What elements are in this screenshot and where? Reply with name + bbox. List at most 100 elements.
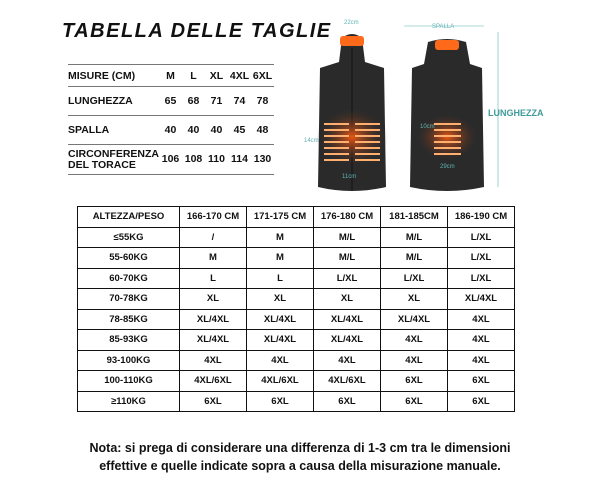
size-cell: 4XL/6XL [246, 370, 314, 392]
note: Nota: si prega di considerare una differ… [0, 439, 600, 475]
measurement-value: 71 [205, 86, 228, 116]
weight-label: 55-60KG [77, 247, 180, 269]
measurements-row: SPALLA 40 40 40 45 48 [68, 115, 274, 145]
size-cell: 4XL [313, 349, 381, 371]
measurement-value: 45 [228, 115, 251, 145]
weight-label: ≥110KG [77, 390, 180, 412]
weight-label: 100-110KG [77, 370, 180, 392]
column-header: 171-175 CM [246, 206, 314, 228]
weight-label: 93-100KG [77, 349, 180, 371]
weight-label: 60-70KG [77, 267, 180, 289]
back-height-dimension: 10cm [420, 124, 435, 130]
size-cell: XL/4XL [447, 288, 515, 310]
back-collar-heater [435, 40, 459, 50]
front-width-dimension: 11cm [342, 174, 356, 180]
size-header: 6XL [251, 64, 274, 87]
size-cell: 6XL [447, 370, 515, 392]
size-cell: M/L [380, 226, 448, 248]
size-cell: 4XL [447, 308, 515, 330]
measurement-value: 40 [159, 115, 182, 145]
size-cell: M [246, 226, 314, 248]
weight-label: 78-85KG [77, 308, 180, 330]
table-row: ≤55KG / M M/L M/L L/XL [77, 226, 515, 248]
size-cell: L/XL [447, 226, 515, 248]
size-table: ALTEZZA/PESO 166-170 CM 171-175 CM 176-180 … [77, 206, 515, 412]
size-cell: XL/4XL [179, 308, 247, 330]
size-cell: M [246, 247, 314, 269]
spalla-dimension: SPALLA [432, 24, 454, 30]
size-cell: 6XL [380, 370, 448, 392]
table-row: 55-60KG M M M/L M/L L/XL [77, 247, 515, 269]
table-row: ≥110KG 6XL 6XL 6XL 6XL 6XL [77, 390, 515, 412]
back-vest: SPALLA LUNGHEZZA 10cm 29cm [404, 24, 544, 191]
measurement-value: 130 [251, 144, 274, 175]
measurement-value: 48 [251, 115, 274, 145]
weight-label: 70-78KG [77, 288, 180, 310]
column-header: ALTEZZA/PESO [77, 206, 180, 228]
size-cell: M/L [380, 247, 448, 269]
table-row: 85-93KG XL/4XL XL/4XL XL/4XL 4XL 4XL [77, 329, 515, 351]
measurement-value: 110 [205, 144, 228, 175]
row-label: LUNGHEZZA [68, 86, 159, 116]
size-header: XL [205, 64, 228, 87]
measurement-value: 106 [159, 144, 182, 175]
column-header: 181-185CM [380, 206, 448, 228]
size-cell: L/XL [313, 267, 381, 289]
size-cell: 4XL [447, 349, 515, 371]
size-cell: 6XL [313, 390, 381, 412]
size-cell: L [179, 267, 247, 289]
size-cell: 4XL [447, 329, 515, 351]
measurements-row: LUNGHEZZA 65 68 71 74 78 [68, 86, 274, 116]
measurement-value: 74 [228, 86, 251, 116]
size-cell: 4XL [246, 349, 314, 371]
collar-heater [340, 36, 364, 46]
size-cell: M [179, 247, 247, 269]
size-cell: 6XL [179, 390, 247, 412]
measurement-value: 65 [159, 86, 182, 116]
measurement-value: 114 [228, 144, 251, 175]
front-height-dimension: 14cm [304, 138, 319, 144]
measurement-value: 40 [205, 115, 228, 145]
size-cell: M/L [313, 226, 381, 248]
column-header: 166-170 CM [179, 206, 247, 228]
size-cell: XL [246, 288, 314, 310]
size-cell: 6XL [380, 390, 448, 412]
weight-label: ≤55KG [77, 226, 180, 248]
size-cell: M/L [313, 247, 381, 269]
size-cell: XL/4XL [313, 329, 381, 351]
size-cell: XL/4XL [179, 329, 247, 351]
front-vest: 22cm 14cm 11cm [304, 20, 388, 191]
size-header-row: ALTEZZA/PESO 166-170 CM 171-175 CM 176-180 … [77, 206, 515, 228]
column-header: 186-190 CM [447, 206, 515, 228]
weight-label: 85-93KG [77, 329, 180, 351]
note-line-2: effettive e quelle indicate sopra a caus… [99, 459, 501, 473]
back-width-dimension: 29cm [440, 164, 455, 170]
size-cell: 4XL/6XL [313, 370, 381, 392]
lunghezza-dimension: LUNGHEZZA [488, 108, 544, 118]
size-cell: 4XL/6XL [179, 370, 247, 392]
header-label: MISURE (CM) [68, 64, 159, 87]
size-cell: XL [313, 288, 381, 310]
size-cell: / [179, 226, 247, 248]
size-cell: 6XL [246, 390, 314, 412]
table-row: 100-110KG 4XL/6XL 4XL/6XL 4XL/6XL 6XL 6XL [77, 370, 515, 392]
size-cell: 4XL [179, 349, 247, 371]
size-cell: XL/4XL [380, 308, 448, 330]
size-cell: 4XL [380, 329, 448, 351]
vest-diagram: 22cm 14cm 11cm SPALLA LUNGHEZZA 10cm 29c… [304, 20, 544, 191]
size-cell: XL/4XL [313, 308, 381, 330]
size-cell: L [246, 267, 314, 289]
measurements-header-row: MISURE (CM) M L XL 4XL 6XL [68, 64, 274, 87]
table-row: 93-100KG 4XL 4XL 4XL 4XL 4XL [77, 349, 515, 371]
measurement-value: 78 [251, 86, 274, 116]
table-row: 60-70KG L L L/XL L/XL L/XL [77, 267, 515, 289]
measurement-value: 108 [182, 144, 205, 175]
size-cell: XL [179, 288, 247, 310]
column-header: 176-180 CM [313, 206, 381, 228]
table-row: 70-78KG XL XL XL XL XL/4XL [77, 288, 515, 310]
size-cell: L/XL [447, 247, 515, 269]
size-header: M [159, 64, 182, 87]
measurement-value: 68 [182, 86, 205, 116]
size-cell: L/XL [447, 267, 515, 289]
size-cell: L/XL [380, 267, 448, 289]
